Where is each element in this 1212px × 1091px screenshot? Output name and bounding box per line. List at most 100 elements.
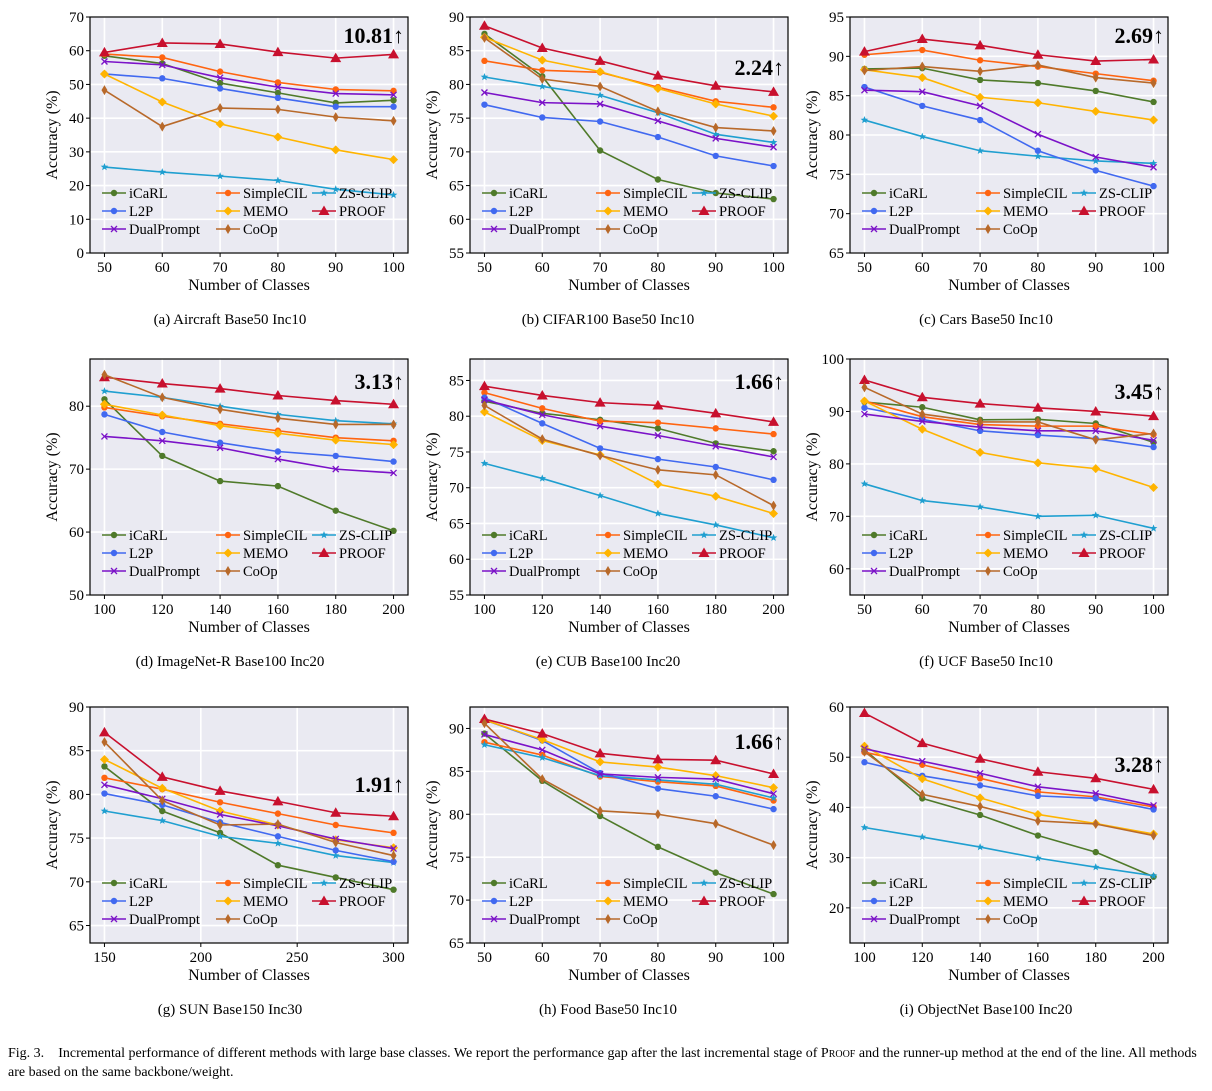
line-dualprompt [864, 747, 1154, 807]
point-memo [157, 410, 167, 420]
point-proof [214, 38, 226, 48]
legend-marker [698, 205, 710, 215]
legend-label: iCaRL [129, 528, 168, 544]
legend-label: iCaRL [129, 876, 168, 892]
point-memo [1033, 98, 1043, 108]
point-l2p [1034, 792, 1042, 800]
point-l2p [712, 463, 719, 471]
legend-label: PROOF [339, 546, 386, 562]
point-coop [1034, 416, 1041, 427]
gap-annotation: 2.69↑ [1115, 23, 1165, 48]
legend-item-coop: CoOp [216, 912, 278, 928]
legend-marker [224, 879, 232, 887]
x-tick-label: 120 [151, 602, 174, 618]
series-proof [98, 726, 400, 821]
legend-item-simplecil: SimpleCIL [216, 186, 307, 202]
legend-label: L2P [889, 204, 913, 220]
legend-item-zs-clip: ZS-CLIP [1072, 528, 1152, 544]
point-icarl [596, 812, 604, 820]
point-l2p [390, 858, 397, 865]
y-tick-label: 60 [449, 552, 464, 568]
legend-label: MEMO [243, 546, 288, 562]
series-zs-clip [100, 163, 398, 199]
point-memo [273, 132, 283, 142]
series-proof [478, 20, 780, 96]
y-tick-label: 10 [69, 212, 84, 228]
series-proof [858, 707, 1160, 794]
y-tick-label: 65 [449, 936, 464, 952]
legend-label: L2P [509, 546, 533, 562]
point-memo [711, 491, 721, 501]
legend-label: MEMO [1003, 204, 1048, 220]
y-axis-label: Accuracy (%) [424, 90, 441, 179]
point-icarl [712, 869, 719, 876]
point-coop [274, 413, 281, 424]
line-simplecil [104, 53, 394, 92]
y-tick-label: 70 [449, 145, 464, 161]
point-coop [217, 103, 224, 114]
series-l2p [481, 101, 777, 170]
line-simplecil [864, 751, 1154, 808]
point-proof [1090, 55, 1102, 66]
point-simplecil [770, 104, 777, 111]
legend-marker [985, 566, 991, 576]
point-icarl [654, 425, 662, 432]
x-tick-label: 80 [1030, 260, 1045, 276]
y-tick-label: 80 [829, 457, 844, 473]
legend-item-l2p: L2P [102, 204, 153, 220]
point-coop [539, 74, 546, 85]
y-axis-label: Accuracy (%) [44, 780, 61, 869]
plot-area [90, 359, 408, 595]
point-zs-clip [1091, 156, 1100, 165]
line-simplecil [864, 400, 1154, 436]
legend-label: CoOp [243, 564, 278, 580]
x-tick-label: 50 [477, 950, 492, 966]
point-dualprompt [596, 422, 604, 430]
figure-caption: Fig. 3. Incremental performance of diffe… [8, 1044, 1208, 1082]
point-simplecil [770, 430, 777, 438]
legend-label: PROOF [719, 894, 766, 910]
point-coop [654, 464, 661, 475]
y-tick-label: 60 [449, 212, 464, 228]
point-memo [389, 155, 399, 165]
point-proof [1148, 410, 1160, 421]
point-proof [710, 754, 722, 765]
point-l2p [1034, 431, 1042, 439]
point-l2p [101, 411, 108, 418]
subcaption-c: (c) Cars Base50 Inc10 [919, 312, 1053, 328]
point-proof [710, 80, 722, 90]
legend-item-proof: PROOF [1072, 204, 1146, 220]
point-coop [977, 801, 984, 812]
point-zs-clip [158, 816, 167, 824]
axes-frame [89, 16, 409, 254]
line-zs-clip [864, 483, 1154, 530]
x-tick-label: 100 [382, 260, 405, 276]
point-dualprompt [976, 102, 984, 110]
legend-marker [224, 531, 232, 539]
point-dualprompt [332, 465, 340, 473]
point-simplecil [101, 774, 108, 781]
legend-label: MEMO [1003, 546, 1048, 562]
point-zs-clip [860, 479, 869, 488]
point-coop [390, 115, 397, 126]
y-axis-label: Accuracy (%) [424, 432, 441, 521]
legend-marker [490, 531, 498, 539]
point-dualprompt [390, 845, 398, 853]
point-l2p [481, 101, 488, 108]
line-zs-clip [104, 810, 394, 864]
line-dualprompt [484, 733, 774, 795]
legend-marker [1078, 895, 1090, 905]
point-coop [712, 818, 719, 829]
point-dualprompt [1150, 436, 1158, 444]
legend-marker [320, 189, 328, 197]
series-memo [479, 32, 779, 121]
legend-label: iCaRL [889, 876, 928, 892]
x-tick-label: 60 [535, 260, 550, 276]
legend-label: DualPrompt [509, 222, 580, 238]
legend-marker [1080, 531, 1088, 539]
legend-label: iCaRL [509, 528, 548, 544]
point-zs-clip [480, 740, 489, 748]
y-tick-label: 95 [829, 10, 844, 26]
point-zs-clip [331, 851, 340, 859]
point-zs-clip [100, 163, 109, 171]
